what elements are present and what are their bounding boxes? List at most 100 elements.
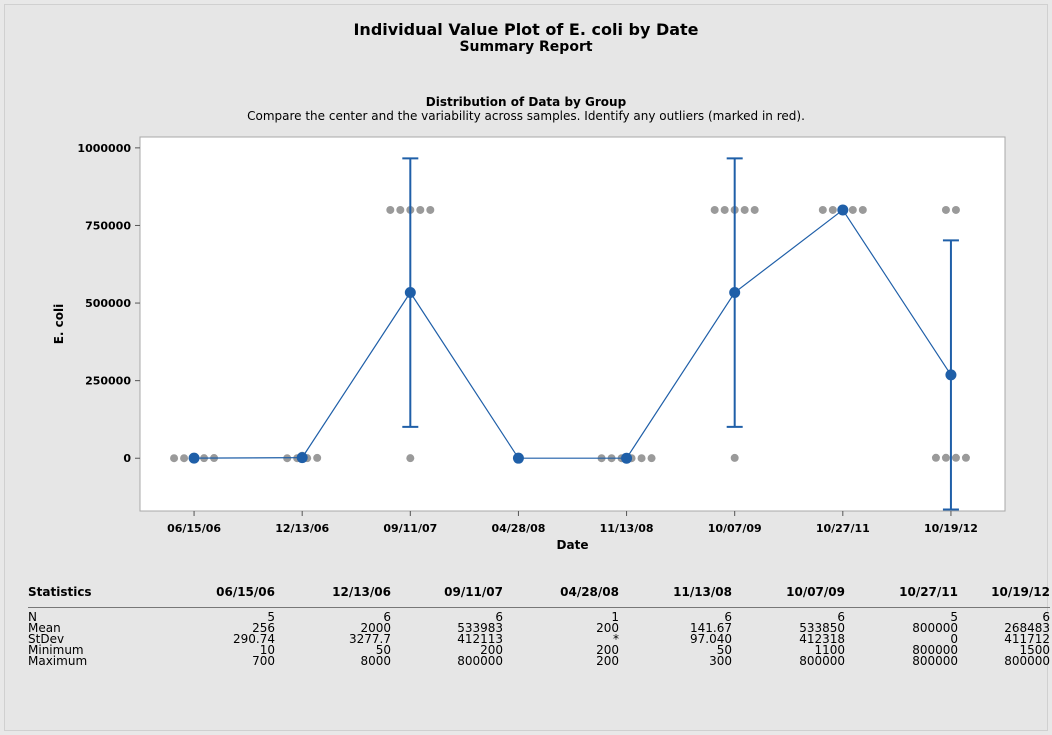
table-cell: 50 bbox=[375, 643, 391, 657]
x-tick-label: 10/19/12 bbox=[924, 522, 978, 535]
table-cell: 300 bbox=[709, 654, 732, 668]
table-cell: 6 bbox=[1042, 610, 1050, 624]
table-cell: 200 bbox=[596, 643, 619, 657]
y-tick-label: 750000 bbox=[85, 219, 131, 232]
data-point bbox=[828, 205, 837, 214]
data-point bbox=[396, 205, 405, 214]
section-header: Distribution of Data by Group Compare th… bbox=[0, 95, 1052, 124]
statistics-column-header: 04/28/08 bbox=[503, 586, 619, 608]
table-cell: 200 bbox=[480, 643, 503, 657]
y-axis-label: E. coli bbox=[52, 304, 66, 345]
mean-connect-line bbox=[194, 209, 952, 459]
report-header: Individual Value Plot of E. coli by Date… bbox=[0, 20, 1052, 56]
table-cell: 97.040 bbox=[690, 632, 732, 646]
data-point bbox=[961, 453, 970, 462]
data-point bbox=[647, 454, 656, 463]
statistics-column-header: 10/07/09 bbox=[732, 586, 845, 608]
statistics-row-stdev: StDev 290.74 3277.7 412113 * 97.040 4123… bbox=[28, 632, 1050, 646]
table-cell: 5 bbox=[267, 610, 275, 624]
mean-marker bbox=[404, 287, 416, 299]
statistics-header-label: Statistics bbox=[28, 586, 158, 608]
x-tick-label: 09/11/07 bbox=[383, 522, 437, 535]
statistics-header-row: Statistics 06/15/06 12/13/06 09/11/07 04… bbox=[28, 586, 1050, 608]
table-cell: 412113 bbox=[457, 632, 503, 646]
x-axis-label: Date bbox=[557, 538, 589, 552]
data-point bbox=[637, 454, 646, 463]
plot-area bbox=[139, 136, 1006, 512]
statistics-column-header: 10/19/12 bbox=[958, 586, 1050, 608]
table-cell: 3277.7 bbox=[349, 632, 391, 646]
data-point bbox=[951, 205, 960, 214]
table-cell: 800000 bbox=[1004, 654, 1050, 668]
statistics-column-header: 06/15/06 bbox=[158, 586, 275, 608]
table-cell: 1500 bbox=[1019, 643, 1050, 657]
statistics-column-header: 09/11/07 bbox=[391, 586, 503, 608]
x-tick-label: 11/13/08 bbox=[600, 522, 654, 535]
statistics-column-header: 10/27/11 bbox=[845, 586, 958, 608]
statistics-row-n: N 5 6 6 1 6 6 5 6 bbox=[28, 608, 1050, 624]
statistics-row-mean: Mean 256 2000 533983 200 141.67 533850 8… bbox=[28, 621, 1050, 635]
table-cell: 6 bbox=[724, 610, 732, 624]
data-point bbox=[750, 205, 759, 214]
data-point bbox=[931, 453, 940, 462]
row-label: Maximum bbox=[28, 654, 88, 668]
y-tick-label: 500000 bbox=[85, 297, 131, 310]
statistics-row-minimum: Minimum 10 50 200 200 50 1100 800000 150… bbox=[28, 643, 1050, 657]
table-cell: 10 bbox=[259, 643, 275, 657]
statistics-table: Statistics 06/15/06 12/13/06 09/11/07 04… bbox=[28, 586, 1050, 668]
mean-marker bbox=[729, 287, 741, 299]
row-label: StDev bbox=[28, 632, 65, 646]
data-point bbox=[730, 453, 739, 462]
x-tick-label: 10/27/11 bbox=[816, 522, 870, 535]
table-cell: 1100 bbox=[814, 643, 845, 657]
x-tick-label: 06/15/06 bbox=[167, 522, 221, 535]
statistics-row-maximum: Maximum 700 8000 800000 200 300 800000 8… bbox=[28, 654, 1050, 668]
table-cell: 533850 bbox=[799, 621, 845, 635]
table-cell: 6 bbox=[495, 610, 503, 624]
table-cell: 8000 bbox=[360, 654, 391, 668]
table-cell: 533983 bbox=[457, 621, 503, 635]
table-cell: 6 bbox=[837, 610, 845, 624]
data-point bbox=[858, 205, 867, 214]
table-cell: * bbox=[613, 632, 619, 646]
table-cell: 268483 bbox=[1004, 621, 1050, 635]
data-point bbox=[386, 205, 395, 214]
y-tick-label: 250000 bbox=[85, 375, 131, 388]
data-point bbox=[406, 454, 415, 463]
x-tick-label: 04/28/08 bbox=[491, 522, 545, 535]
table-cell: 2000 bbox=[360, 621, 391, 635]
table-cell: 800000 bbox=[912, 654, 958, 668]
mean-marker bbox=[512, 452, 524, 464]
table-cell: 290.74 bbox=[233, 632, 275, 646]
data-point bbox=[180, 454, 189, 463]
table-cell: 50 bbox=[716, 643, 732, 657]
table-cell: 5 bbox=[950, 610, 958, 624]
table-cell: 200 bbox=[596, 621, 619, 635]
table-cell: 0 bbox=[950, 632, 958, 646]
y-tick-label: 1000000 bbox=[77, 142, 131, 155]
x-tick-label: 10/07/09 bbox=[708, 522, 762, 535]
section-description: Compare the center and the variability a… bbox=[247, 109, 805, 123]
table-cell: 800000 bbox=[457, 654, 503, 668]
data-point bbox=[818, 205, 827, 214]
data-point bbox=[313, 453, 322, 462]
mean-marker bbox=[188, 452, 200, 464]
table-cell: 800000 bbox=[912, 621, 958, 635]
data-point bbox=[848, 205, 857, 214]
data-point bbox=[170, 454, 179, 463]
data-point bbox=[416, 205, 425, 214]
table-cell: 141.67 bbox=[690, 621, 732, 635]
data-point bbox=[426, 205, 435, 214]
table-cell: 412318 bbox=[799, 632, 845, 646]
table-cell: 700 bbox=[252, 654, 275, 668]
section-title: Distribution of Data by Group bbox=[425, 95, 627, 109]
table-cell: 800000 bbox=[912, 643, 958, 657]
statistics-column-header: 12/13/06 bbox=[275, 586, 391, 608]
mean-marker bbox=[945, 369, 957, 381]
row-label: N bbox=[28, 610, 37, 624]
mean-marker bbox=[296, 452, 308, 464]
data-point bbox=[740, 205, 749, 214]
data-point bbox=[710, 205, 719, 214]
table-cell: 6 bbox=[383, 610, 391, 624]
